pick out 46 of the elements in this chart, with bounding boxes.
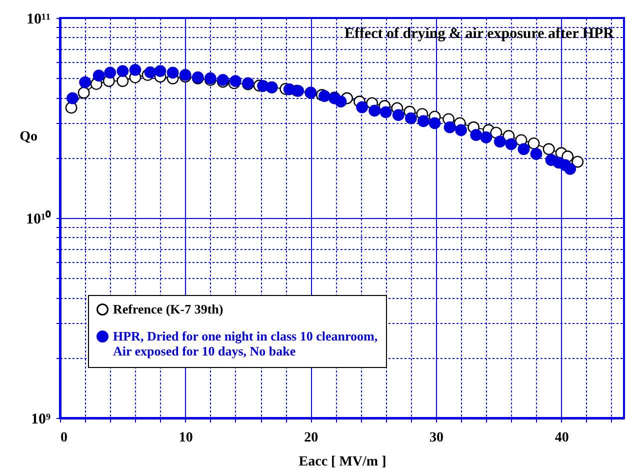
point — [144, 66, 156, 78]
x-tick-label: 20 — [304, 430, 318, 446]
legend-label: HPR, Dried for one night in class 10 cleanroom, Air exposed for 10 days, No bake — [113, 328, 378, 358]
point — [154, 65, 166, 77]
x-tick-label: 10 — [178, 430, 193, 446]
point — [444, 121, 456, 134]
point — [116, 75, 129, 87]
point — [480, 131, 492, 144]
point — [116, 65, 129, 77]
point — [318, 90, 330, 102]
point — [356, 101, 368, 114]
point — [392, 109, 404, 122]
point — [104, 66, 116, 79]
point — [542, 143, 555, 156]
point — [166, 66, 179, 79]
y-tick-label: 10¹⁰ — [26, 210, 52, 228]
point — [505, 138, 518, 150]
point — [494, 136, 506, 148]
x-axis-title: Eacc [ MV/m ] — [298, 454, 386, 470]
y-tick-label: 10⁹ — [31, 412, 51, 428]
y-tick-label: 10¹¹ — [26, 12, 50, 28]
point — [564, 162, 576, 175]
point — [518, 143, 530, 156]
legend-label: Refrence (K-7 39th) — [113, 302, 224, 316]
point — [572, 156, 584, 168]
point — [65, 102, 78, 114]
point — [79, 76, 92, 88]
point — [428, 117, 441, 130]
point — [530, 148, 542, 160]
x-tick-label: 30 — [430, 430, 444, 446]
point — [380, 106, 392, 118]
point — [368, 104, 381, 117]
point — [334, 96, 347, 108]
point — [418, 115, 430, 128]
point — [129, 64, 142, 76]
point — [455, 124, 468, 136]
point — [230, 75, 242, 87]
point — [92, 70, 105, 82]
point — [404, 112, 417, 124]
point — [470, 129, 482, 141]
y-axis-title: Qo — [20, 130, 38, 144]
point — [78, 86, 90, 99]
x-tick-label: 0 — [60, 430, 68, 446]
point — [528, 137, 540, 150]
x-tick-label: 40 — [554, 430, 569, 446]
point — [66, 92, 78, 104]
